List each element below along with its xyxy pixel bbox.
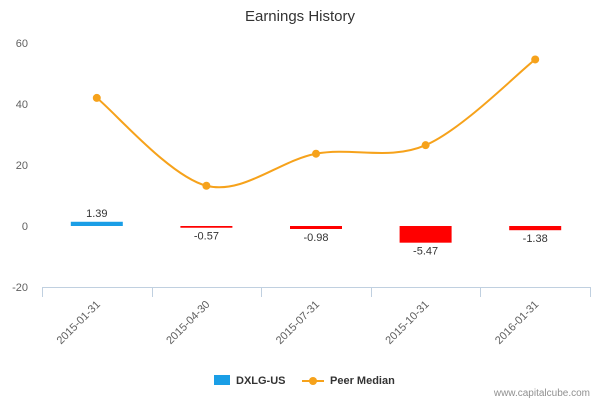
bar-value-labels: 1.39 -0.57 -0.98 -5.47 -1.38 — [86, 208, 548, 258]
peer-median-point[interactable] — [92, 93, 101, 102]
y-axis: -20 0 20 40 60 — [12, 38, 28, 294]
y-tick-label: 0 — [22, 221, 28, 233]
y-tick-label: 20 — [16, 160, 28, 172]
peer-median-point[interactable] — [312, 149, 320, 158]
x-tick-label: 2015-10-31 — [383, 299, 431, 347]
y-tick-label: 40 — [16, 99, 28, 111]
bar-value-label: -1.38 — [523, 233, 548, 245]
x-tick-label: 2015-07-31 — [274, 299, 322, 347]
bar[interactable] — [290, 226, 342, 229]
credit-text[interactable]: www.capitalcube.com — [493, 388, 590, 399]
legend-bar-label: DXLG-US — [236, 375, 286, 387]
y-tick-label: -20 — [12, 282, 28, 294]
bar-series — [70, 221, 562, 243]
legend-bar-swatch — [214, 375, 230, 385]
y-tick-label: 60 — [16, 38, 28, 50]
x-axis: 2015-01-31 2015-04-30 2015-07-31 2015-10-31… — [42, 287, 591, 347]
x-tick-label: 2015-01-31 — [55, 299, 103, 347]
peer-median-point[interactable] — [202, 181, 211, 190]
bar[interactable] — [399, 226, 452, 243]
bar-value-label: -0.98 — [303, 232, 328, 244]
legend-line-label: Peer Median — [330, 375, 395, 387]
bar[interactable] — [509, 226, 562, 231]
bar-value-label: 1.39 — [86, 208, 107, 220]
line-series — [92, 55, 540, 190]
bar[interactable] — [180, 226, 233, 228]
peer-median-point[interactable] — [421, 141, 430, 150]
x-tick-label: 2015-04-30 — [164, 299, 212, 347]
legend[interactable]: DXLG-US Peer Median — [214, 375, 395, 387]
peer-median-point[interactable] — [531, 55, 540, 64]
bar-value-label: -0.57 — [194, 231, 219, 243]
x-tick-label: 2016-01-31 — [493, 299, 541, 347]
peer-median-line — [96, 58, 536, 189]
bar[interactable] — [70, 221, 123, 226]
bar-value-label: -5.47 — [413, 246, 438, 258]
chart-title: Earnings History — [245, 8, 356, 25]
legend-line-marker — [309, 377, 317, 385]
